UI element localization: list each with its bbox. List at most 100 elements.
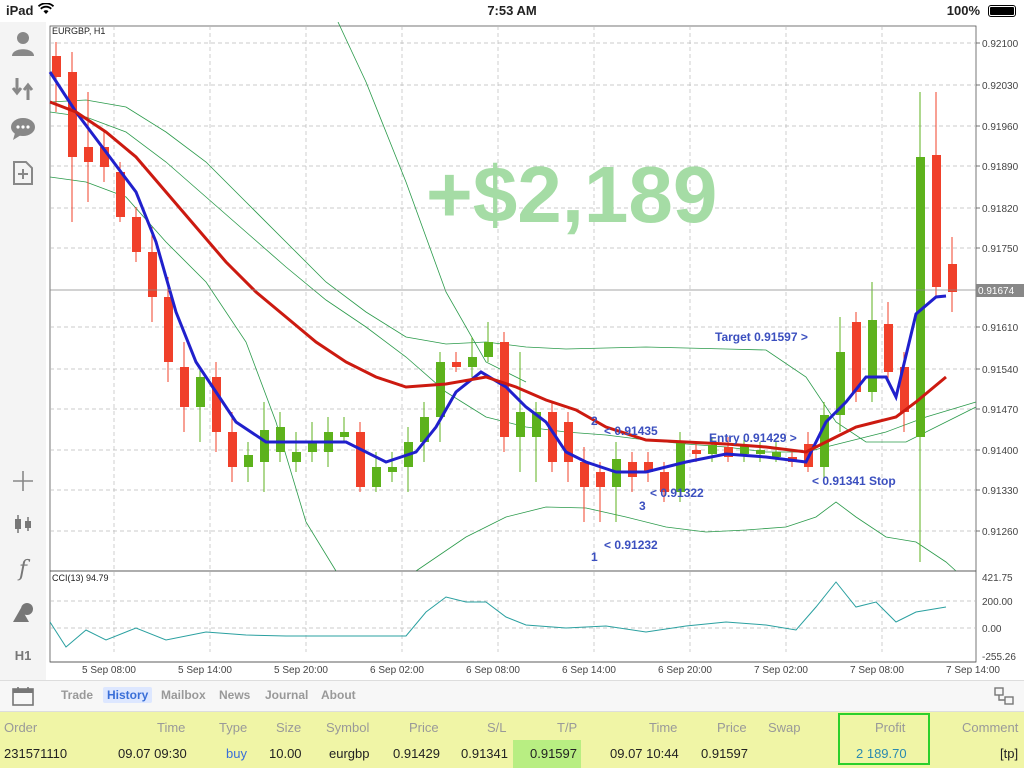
time-label: 6 Sep 02:00: [370, 665, 424, 676]
col-time-open: Time: [157, 720, 186, 735]
candle-body: [628, 462, 637, 477]
cci-pane-frame: [49, 570, 977, 663]
col-comment: Comment: [962, 720, 1019, 735]
price-label: 0.91330: [982, 486, 1019, 497]
candle-body: [916, 157, 925, 437]
add-document-icon[interactable]: [8, 158, 38, 188]
candle-body: [292, 452, 301, 462]
transfer-icon[interactable]: [8, 74, 38, 104]
candle: [276, 412, 285, 462]
candle-body: [356, 432, 365, 487]
row-tp: 0.91597: [530, 746, 577, 761]
band-line: [49, 176, 957, 572]
price-label: 0.91750: [982, 244, 1019, 255]
candle-body: [228, 432, 237, 467]
candle-body: [756, 450, 765, 454]
candle-body: [644, 462, 653, 472]
wifi-icon: [37, 2, 55, 18]
candle: [948, 237, 957, 312]
candle: [164, 277, 173, 382]
price-chart[interactable]: +$2,189 EURGBP, H1 0.92100 0.92030 0.91960…: [46, 21, 1024, 680]
candle: [196, 367, 205, 442]
candle-body: [196, 377, 205, 407]
price-label: 0.91610: [982, 323, 1019, 334]
tab-history[interactable]: History: [103, 687, 153, 703]
price-label: 0.91890: [982, 162, 1019, 173]
time-label: 7 Sep 08:00: [850, 665, 904, 676]
trade-annotations: Target 0.91597 > Entry 0.91429 > < 0.913…: [591, 330, 896, 564]
function-icon[interactable]: f: [18, 556, 28, 582]
point-1-label: 1: [591, 550, 598, 564]
candle: [180, 342, 189, 432]
cci-indicator: CCI(13) 94.79 421.75 200.00 0.00 -255.26: [49, 570, 1016, 663]
candle: [500, 332, 509, 452]
candle-body: [180, 367, 189, 407]
profit-highlight-box: [838, 713, 930, 765]
chart-grid: [49, 25, 980, 663]
candle-body: [372, 467, 381, 487]
candle-body: [724, 447, 733, 457]
candle: [68, 52, 77, 222]
candle-body: [900, 367, 909, 412]
chat-icon[interactable]: [8, 114, 38, 144]
candle-body: [596, 472, 605, 487]
layout-icon[interactable]: [994, 687, 1014, 710]
candle-body: [308, 442, 317, 452]
time-axis: 5 Sep 08:00 5 Sep 14:00 5 Sep 20:00 6 Sep 0…: [82, 665, 1000, 676]
left-toolbar: f H1: [0, 22, 46, 680]
timeframe-button[interactable]: H1: [14, 647, 32, 663]
band-line: [49, 99, 977, 443]
candle-body: [420, 417, 429, 442]
candle: [404, 427, 413, 492]
candle: [484, 322, 493, 362]
candle: [932, 92, 941, 297]
terminal-tab-bar: Trade History Mailbox News Journal About: [0, 680, 1024, 712]
current-price-label: 0.91674: [978, 286, 1015, 297]
candle-body: [516, 412, 525, 437]
col-price-open: Price: [409, 720, 439, 735]
candlestick-icon[interactable]: [8, 509, 38, 539]
candle-body: [116, 172, 125, 217]
candle-body: [852, 322, 861, 392]
time-label: 5 Sep 08:00: [82, 665, 136, 676]
calendar-icon[interactable]: [12, 686, 34, 706]
candle-body: [548, 412, 557, 462]
price-label: 0.92100: [982, 39, 1019, 50]
tab-mailbox[interactable]: Mailbox: [161, 688, 206, 702]
history-table: Order Time Type Size Symbol Price S/L T/…: [0, 712, 1024, 768]
candle: [292, 432, 301, 472]
profit-overlay: +$2,189: [426, 150, 717, 239]
price-label: 0.91540: [982, 365, 1019, 376]
candle-body: [500, 342, 509, 437]
tab-news[interactable]: News: [219, 688, 251, 702]
candle: [340, 417, 349, 442]
chart-canvas[interactable]: +$2,189 EURGBP, H1 0.92100 0.92030 0.91960…: [46, 21, 1024, 680]
candle: [676, 432, 685, 502]
crosshair-icon[interactable]: [8, 466, 38, 496]
device-name: iPad: [6, 3, 34, 18]
row-type: buy: [226, 746, 247, 761]
candle: [244, 442, 253, 482]
tab-journal[interactable]: Journal: [265, 688, 309, 702]
candle: [916, 92, 925, 562]
candle-body: [564, 422, 573, 462]
current-price-marker: 0.91674: [50, 284, 1024, 297]
row-price-open: 0.91429: [393, 746, 440, 761]
clock: 7:53 AM: [487, 3, 537, 18]
time-label: 6 Sep 20:00: [658, 665, 712, 676]
candle: [52, 42, 61, 112]
candle-body: [772, 452, 781, 457]
col-order: Order: [4, 720, 38, 735]
person-icon[interactable]: [8, 28, 38, 58]
shapes-icon[interactable]: [8, 598, 38, 628]
tab-about[interactable]: About: [321, 688, 356, 702]
candle-body: [340, 432, 349, 437]
price-label: 0.91960: [982, 122, 1019, 133]
tab-trade[interactable]: Trade: [61, 688, 94, 702]
point-2-label: 2: [591, 414, 598, 428]
candle: [132, 207, 141, 262]
candle: [420, 402, 429, 462]
candle-body: [84, 147, 93, 162]
chart-symbol-label: EURGBP, H1: [52, 26, 105, 36]
cci-level-label: 0.00: [982, 624, 1002, 635]
